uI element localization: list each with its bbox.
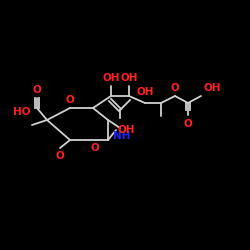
Text: OH: OH xyxy=(203,83,220,93)
Text: OH: OH xyxy=(102,73,120,83)
Text: O: O xyxy=(32,85,42,95)
Text: HO: HO xyxy=(13,107,31,117)
Text: O: O xyxy=(184,119,192,129)
Text: O: O xyxy=(90,143,100,153)
Text: NH: NH xyxy=(113,131,131,141)
Text: O: O xyxy=(56,151,64,161)
Text: OH: OH xyxy=(120,73,138,83)
Text: OH: OH xyxy=(117,125,135,135)
Text: O: O xyxy=(170,83,179,93)
Text: O: O xyxy=(66,95,74,105)
Text: OH: OH xyxy=(136,87,154,97)
